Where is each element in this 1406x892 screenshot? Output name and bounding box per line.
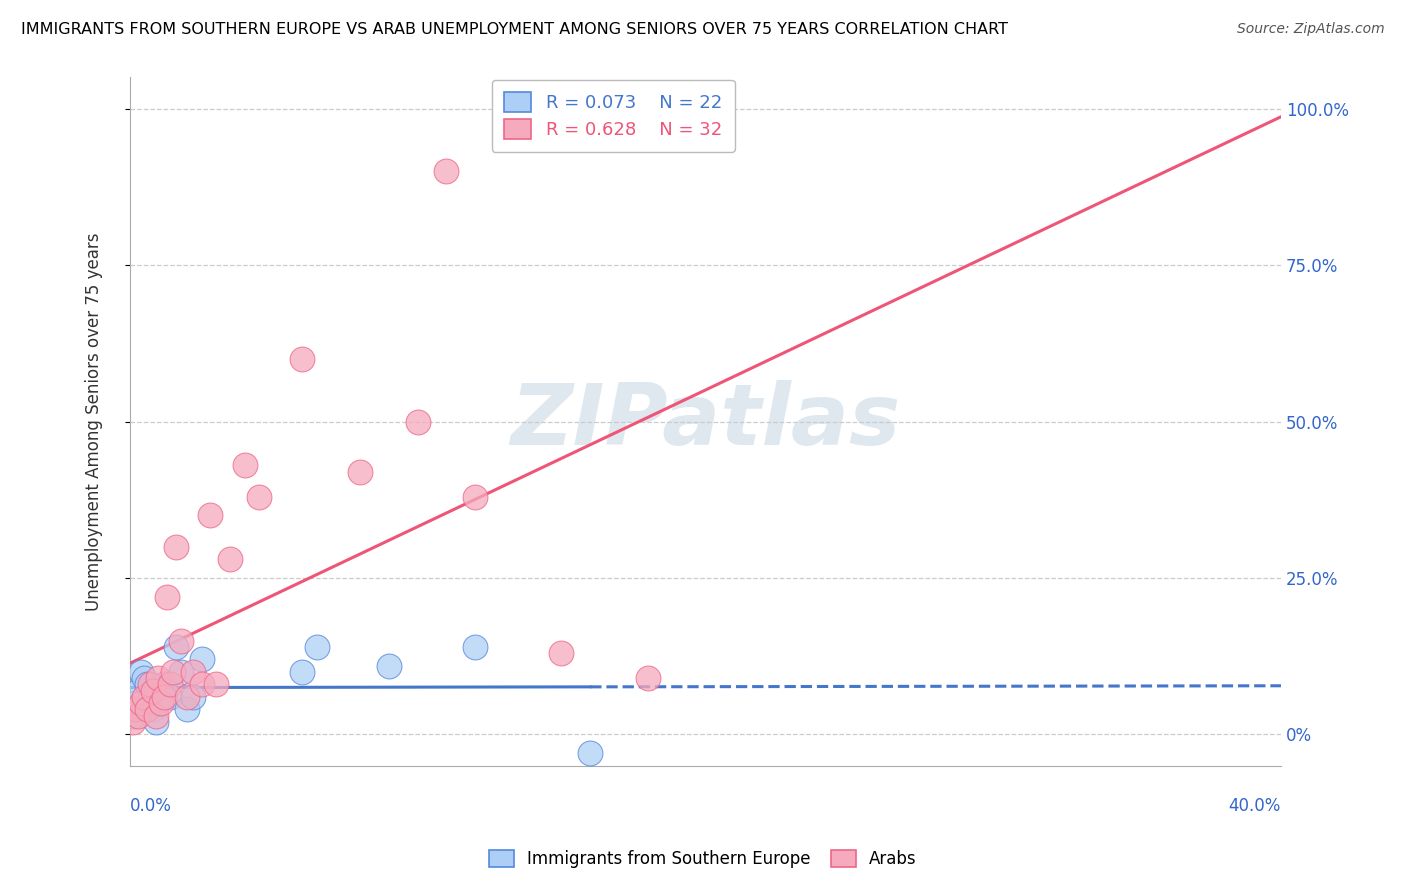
Point bbox=[129, 696, 152, 710]
Point bbox=[129, 665, 152, 679]
Point bbox=[377, 658, 399, 673]
Point bbox=[170, 633, 193, 648]
Text: Source: ZipAtlas.com: Source: ZipAtlas.com bbox=[1237, 22, 1385, 37]
Point bbox=[127, 708, 149, 723]
Point bbox=[406, 415, 429, 429]
Point bbox=[132, 671, 155, 685]
Point bbox=[291, 351, 314, 366]
Point bbox=[162, 665, 184, 679]
Point bbox=[145, 714, 167, 729]
Point bbox=[153, 677, 176, 691]
Point bbox=[165, 640, 187, 654]
Text: ZIPatlas: ZIPatlas bbox=[510, 380, 900, 463]
Point bbox=[142, 702, 165, 716]
Point bbox=[121, 708, 143, 723]
Point bbox=[136, 702, 159, 716]
Point bbox=[132, 690, 155, 704]
Point bbox=[434, 164, 457, 178]
Y-axis label: Unemployment Among Seniors over 75 years: Unemployment Among Seniors over 75 years bbox=[86, 232, 103, 611]
Point bbox=[159, 677, 181, 691]
Point bbox=[190, 677, 212, 691]
Point bbox=[176, 690, 198, 704]
Point bbox=[637, 671, 659, 685]
Point bbox=[349, 465, 371, 479]
Point bbox=[148, 671, 170, 685]
Point bbox=[205, 677, 228, 691]
Point bbox=[136, 677, 159, 691]
Point bbox=[142, 683, 165, 698]
Point bbox=[148, 696, 170, 710]
Point bbox=[200, 508, 222, 523]
Legend: R = 0.073    N = 22, R = 0.628    N = 32: R = 0.073 N = 22, R = 0.628 N = 32 bbox=[492, 79, 735, 152]
Text: IMMIGRANTS FROM SOUTHERN EUROPE VS ARAB UNEMPLOYMENT AMONG SENIORS OVER 75 YEARS: IMMIGRANTS FROM SOUTHERN EUROPE VS ARAB … bbox=[21, 22, 1008, 37]
Point bbox=[464, 490, 486, 504]
Point bbox=[233, 458, 256, 473]
Point bbox=[139, 690, 162, 704]
Point bbox=[127, 683, 149, 698]
Point bbox=[176, 702, 198, 716]
Point bbox=[181, 690, 204, 704]
Point bbox=[156, 590, 179, 604]
Point bbox=[145, 708, 167, 723]
Point bbox=[124, 702, 146, 716]
Point bbox=[153, 690, 176, 704]
Point bbox=[464, 640, 486, 654]
Point bbox=[181, 665, 204, 679]
Point bbox=[139, 677, 162, 691]
Text: 0.0%: 0.0% bbox=[129, 797, 172, 814]
Point bbox=[305, 640, 328, 654]
Point bbox=[579, 746, 602, 760]
Point bbox=[121, 714, 143, 729]
Point bbox=[219, 552, 242, 566]
Point bbox=[190, 652, 212, 666]
Point bbox=[165, 540, 187, 554]
Point bbox=[247, 490, 270, 504]
Point bbox=[550, 646, 572, 660]
Text: 40.0%: 40.0% bbox=[1229, 797, 1281, 814]
Point bbox=[291, 665, 314, 679]
Point bbox=[124, 696, 146, 710]
Legend: Immigrants from Southern Europe, Arabs: Immigrants from Southern Europe, Arabs bbox=[482, 843, 924, 875]
Point bbox=[159, 690, 181, 704]
Point bbox=[150, 696, 173, 710]
Point bbox=[170, 665, 193, 679]
